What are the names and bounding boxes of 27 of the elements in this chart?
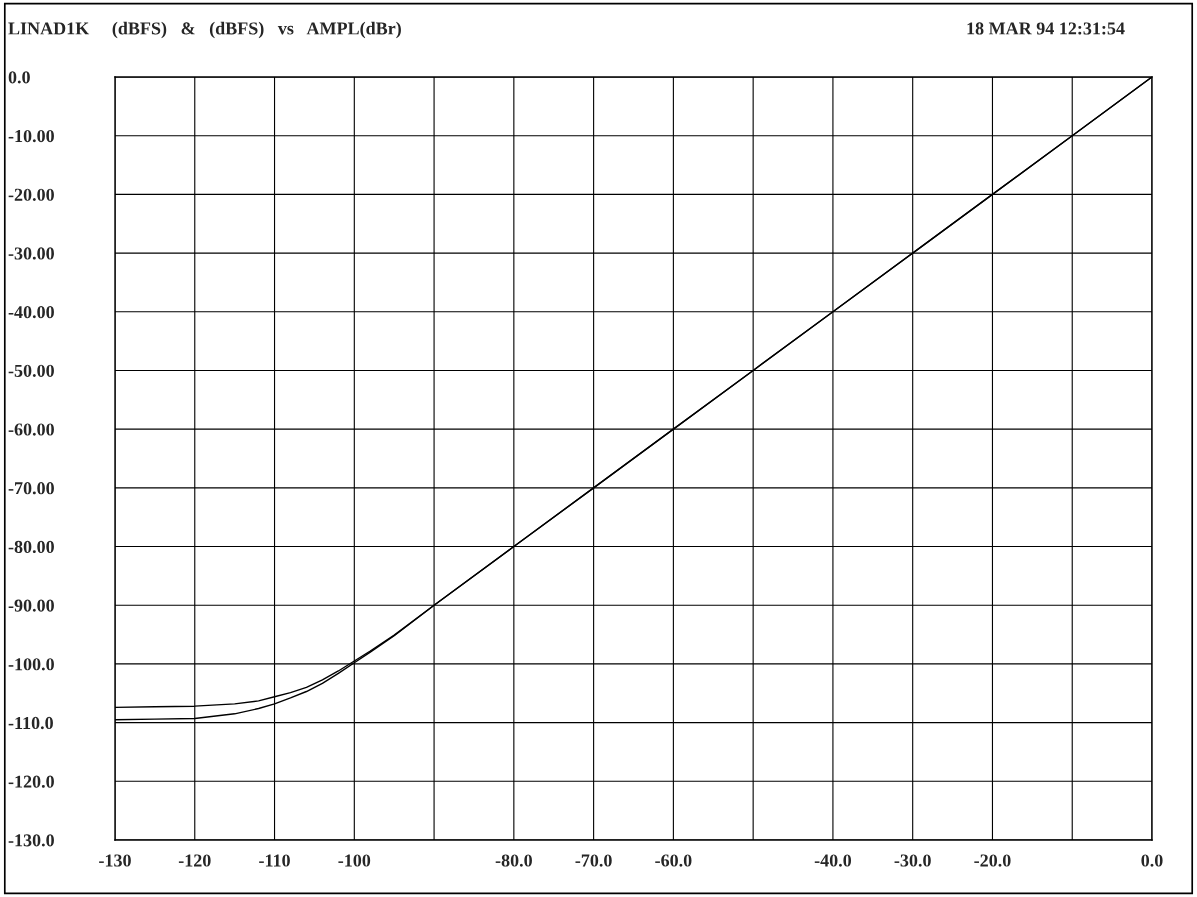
y-tick-label: -70.00 (8, 482, 54, 495)
x-tick-label: -100 (338, 854, 371, 867)
x-tick-label: -120 (178, 854, 211, 867)
y-tick-label: -60.00 (8, 423, 54, 436)
y-tick-label: 0.0 (8, 71, 30, 84)
x-tick-label: -130 (99, 854, 131, 867)
y-tick-label: -30.00 (8, 247, 54, 260)
text: -60.0 (655, 854, 692, 867)
y-tick-label: -40.00 (8, 306, 54, 319)
y-tick-label: -100.0 (8, 658, 54, 671)
text: -20.0 (974, 854, 1011, 867)
text: 0.0 (1141, 854, 1163, 867)
text: -30.0 (894, 854, 931, 867)
y-tick-label: -120.0 (8, 775, 54, 788)
y-tick-label: -90.00 (8, 599, 54, 612)
chart-title: LINAD1K (dBFS) & (dBFS) vs AMPL(dBr) (8, 21, 401, 39)
x-tick-label: -110 (259, 854, 290, 867)
y-tick-label: -50.00 (8, 364, 54, 377)
text: 18 MAR 94 12:31:54 (967, 22, 1125, 35)
y-tick-label: -10.00 (8, 129, 54, 143)
y-tick-label: -130.0 (8, 834, 54, 847)
y-tick-label: -110.0 (8, 716, 53, 730)
text: -40.0 (814, 854, 852, 867)
y-tick-label: -20.00 (8, 188, 54, 201)
y-tick-label: -80.00 (8, 540, 54, 554)
text: -70.0 (575, 854, 612, 867)
text: -80.0 (495, 854, 532, 867)
